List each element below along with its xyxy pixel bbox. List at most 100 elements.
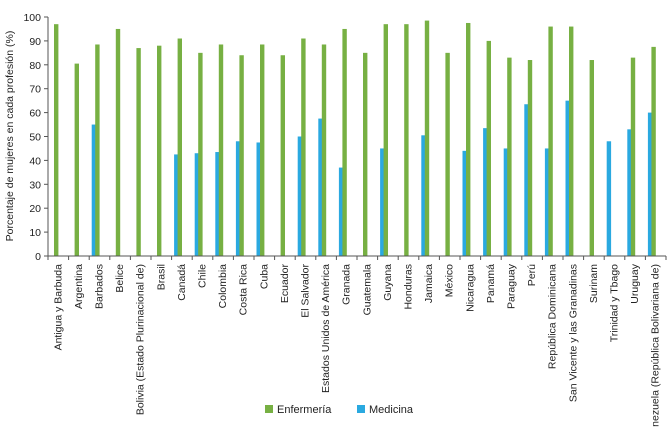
bar-medicina <box>606 141 612 256</box>
x-category-label: Nicaragua <box>464 264 476 312</box>
bar-enfermeria <box>383 24 388 257</box>
legend-swatch <box>357 405 365 413</box>
x-category-label: El Salvador <box>300 264 312 318</box>
bar-medicina <box>194 153 200 256</box>
y-tick-label: 30 <box>29 179 41 191</box>
bar-enfermeria <box>486 40 491 257</box>
x-category-label: Venezuela (República Bolivariana de) <box>650 264 662 427</box>
x-category-label: Bolivia (Estado Plurinacional de) <box>135 264 147 415</box>
bar-medicina <box>297 136 303 256</box>
legend-label: Medicina <box>369 404 414 416</box>
y-axis-title: Porcentaje de mujeres en cada profesión … <box>4 31 16 242</box>
y-tick-label: 0 <box>35 251 41 263</box>
bar-enfermeria <box>548 26 553 257</box>
bar-medicina <box>235 141 241 256</box>
x-category-label: Trinidad y Tbago <box>609 264 621 342</box>
y-tick-label: 10 <box>29 227 41 239</box>
bar-medicina <box>524 104 529 256</box>
y-tick-label: 70 <box>29 84 41 96</box>
x-category-label: Estados Unidos de América <box>320 264 332 393</box>
x-category-label: Perú <box>526 264 538 286</box>
bar-enfermeria <box>74 63 79 257</box>
x-category-label: Granada <box>341 264 353 305</box>
bar-enfermeria <box>157 45 162 257</box>
x-category-label: Ecuador <box>279 263 291 303</box>
bar-medicina <box>421 135 426 256</box>
x-category-label: Colombia <box>217 264 229 309</box>
bar-medicina <box>565 100 570 257</box>
x-category-label: Chile <box>197 264 209 288</box>
x-category-label: Uruguay <box>629 263 641 303</box>
x-category-label: Barbados <box>94 264 106 309</box>
bar-enfermeria <box>342 28 347 257</box>
x-category-label: Guyana <box>382 264 394 301</box>
x-category-label: Cuba <box>258 264 270 289</box>
bar-medicina <box>503 148 509 256</box>
y-tick-label: 90 <box>29 36 41 48</box>
bar-enfermeria <box>404 24 409 257</box>
x-category-label: Brasil <box>155 264 167 290</box>
bars-group <box>54 20 656 257</box>
bar-enfermeria <box>54 24 59 257</box>
x-category-label: República Dominicana <box>547 264 559 369</box>
y-tick-label: 100 <box>23 12 41 24</box>
x-category-label: Belice <box>114 264 126 293</box>
y-tick-label: 80 <box>29 60 41 72</box>
x-category-label: Honduras <box>403 264 415 310</box>
bar-medicina <box>256 142 261 256</box>
x-category-label: Canadá <box>176 264 188 301</box>
bar-medicina <box>647 112 653 256</box>
x-category-label: Paraguay <box>506 263 518 309</box>
bar-enfermeria <box>569 26 574 257</box>
bar-enfermeria <box>218 44 224 256</box>
bar-medicina <box>544 148 550 256</box>
bar-medicina <box>215 152 220 256</box>
legend-label: Enfermería <box>277 404 332 416</box>
bar-enfermeria <box>321 44 327 256</box>
bar-medicina <box>462 150 467 256</box>
bar-enfermeria <box>95 44 100 256</box>
bar-medicina <box>91 124 97 256</box>
y-tick-label: 20 <box>29 203 41 215</box>
bar-enfermeria <box>424 20 430 257</box>
bar-enfermeria <box>589 60 594 256</box>
bar-medicina <box>483 128 488 256</box>
x-category-label: Antigua y Barbuda <box>52 264 64 351</box>
bar-medicina <box>318 118 323 256</box>
bar-enfermeria <box>445 52 450 256</box>
y-axis-ticks: 0 10 20 30 40 50 60 70 80 90 100 <box>23 12 48 263</box>
x-category-label: México <box>444 264 456 297</box>
bar-enfermeria <box>363 52 368 256</box>
x-category-label: Guatemala <box>361 264 373 316</box>
bar-enfermeria <box>260 44 265 256</box>
x-axis-categories: Antigua y Barbuda Argentina Barbados Belice… <box>47 256 667 427</box>
bar-medicina <box>380 148 385 256</box>
bar-enfermeria <box>651 46 656 256</box>
bar-medicina <box>338 167 344 256</box>
bar-enfermeria <box>466 22 471 256</box>
x-category-label: Panamá <box>485 264 497 303</box>
x-category-label: Jamaica <box>423 264 435 303</box>
x-category-label: San Vicente y las Granadinas <box>567 264 579 402</box>
bar-medicina <box>627 129 632 256</box>
y-tick-label: 60 <box>29 108 41 120</box>
bar-enfermeria <box>301 38 306 257</box>
y-tick-label: 40 <box>29 155 41 167</box>
bar-enfermeria <box>198 52 203 256</box>
x-category-label: Surinam <box>588 264 600 303</box>
bar-enfermeria <box>507 57 512 256</box>
bar-enfermeria <box>177 38 182 257</box>
bar-enfermeria <box>115 28 121 257</box>
bar-enfermeria <box>280 55 285 256</box>
x-category-label: Argentina <box>73 264 85 309</box>
x-category-label: Costa Rica <box>238 264 250 316</box>
bar-medicina <box>174 154 179 256</box>
bar-enfermeria <box>239 55 244 256</box>
y-tick-label: 50 <box>29 132 41 144</box>
legend: Enfermería Medicina <box>265 404 414 416</box>
legend-swatch <box>265 405 273 413</box>
bar-enfermeria <box>630 57 636 256</box>
bar-enfermeria <box>527 60 533 256</box>
bar-enfermeria <box>136 48 141 256</box>
